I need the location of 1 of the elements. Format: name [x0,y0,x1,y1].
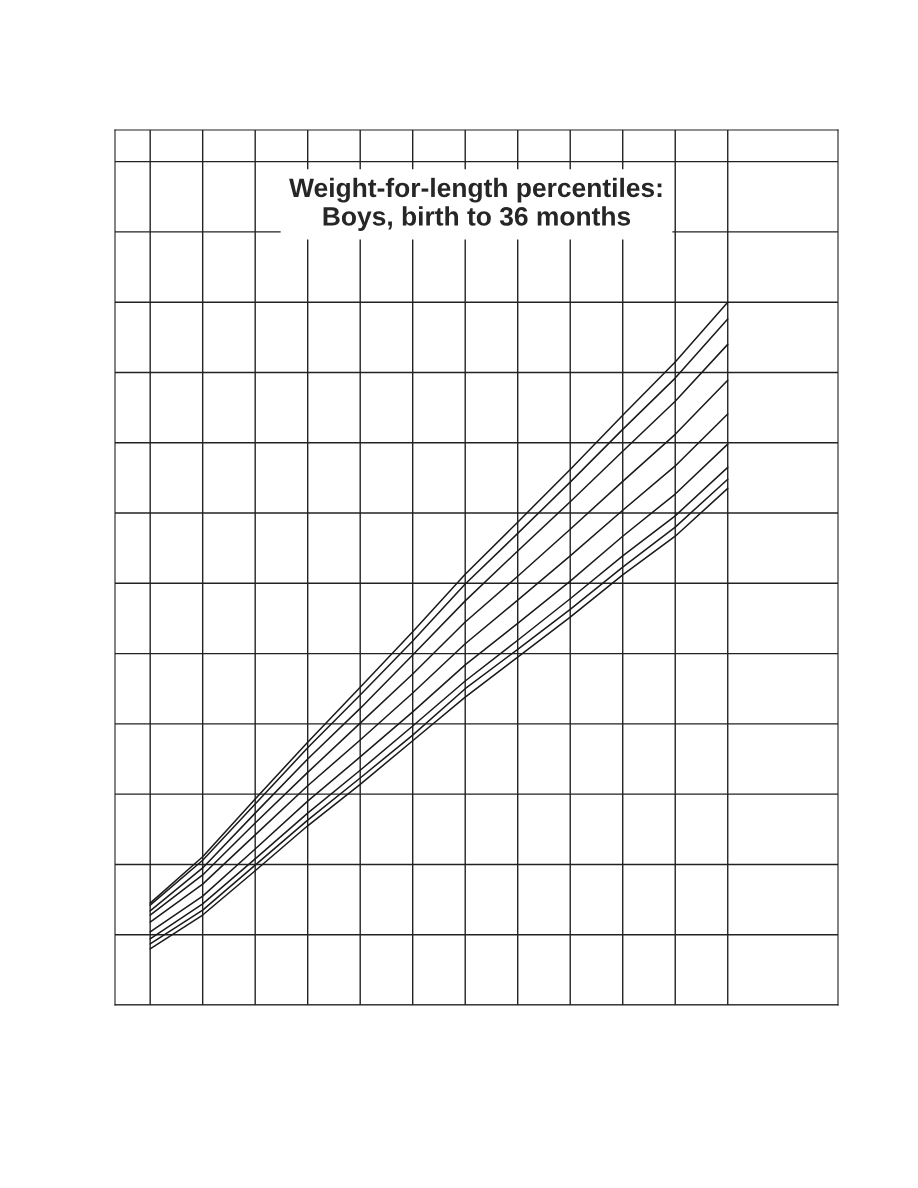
chart-title: Weight-for-length percentiles: Boys, birth to 36 months [289,177,662,231]
